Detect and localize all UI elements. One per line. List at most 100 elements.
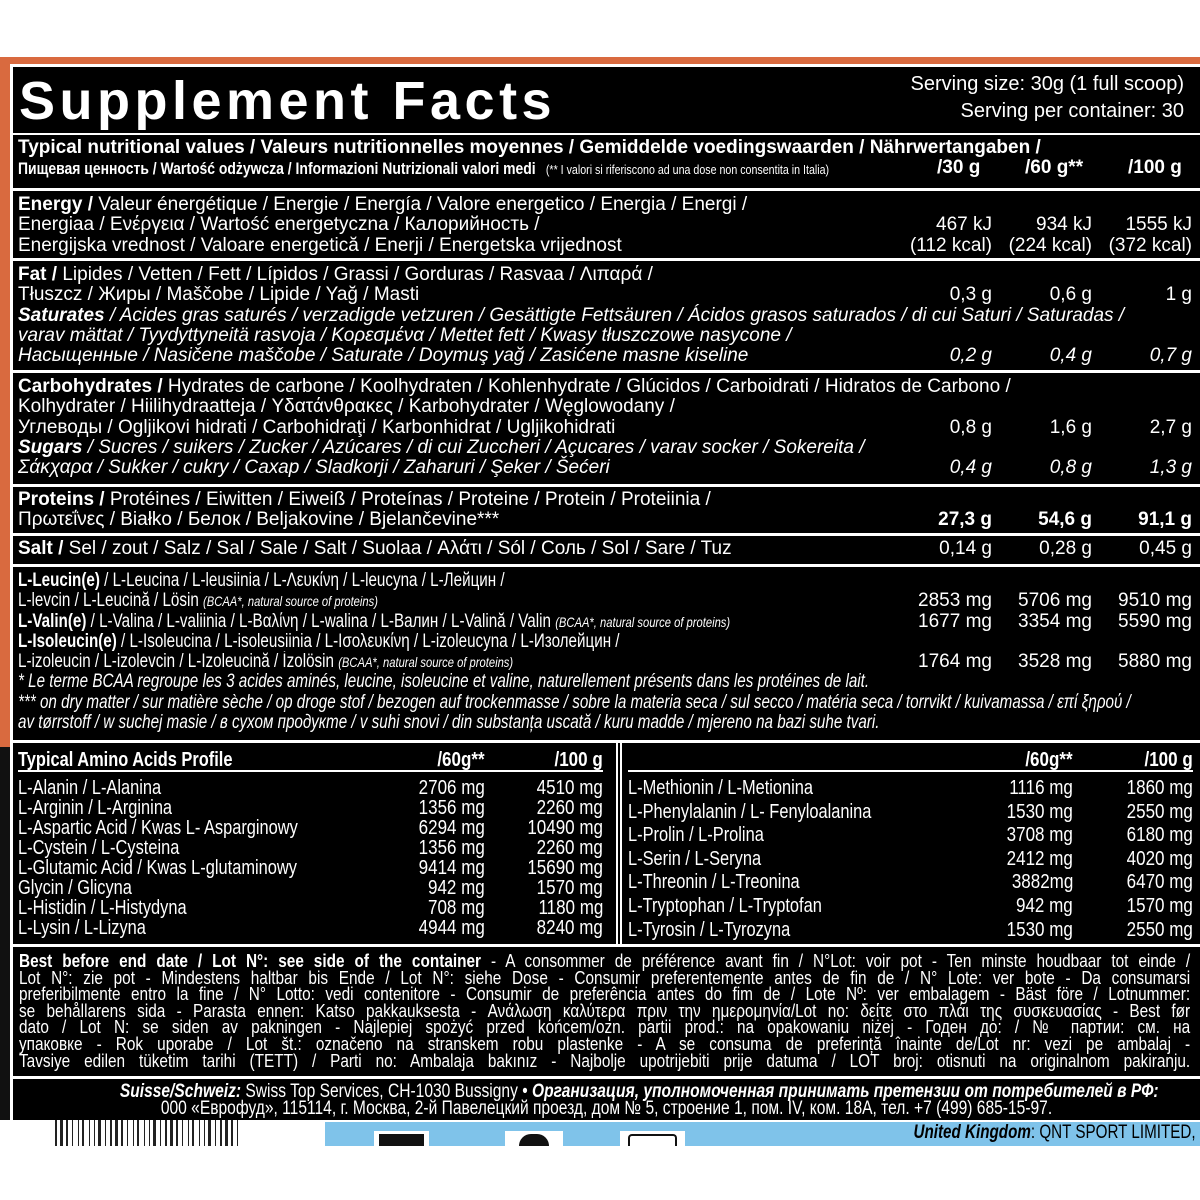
barcode-bar: [199, 1120, 200, 1146]
best-before-line: preferibilmente entro la fine / N° Lotto…: [19, 984, 1190, 1003]
left-dark-edge: [0, 747, 12, 1122]
line-text: Насыщенные / Nasičene maščobe / Saturate…: [18, 346, 748, 366]
line-text: *** on dry matter / sur matière sèche / …: [18, 691, 1131, 713]
nutrient-value: 91,1 g: [1138, 509, 1192, 531]
text-segment: Carbohydrates /: [18, 376, 163, 397]
amino-value-100g: 1570 mg: [536, 877, 603, 899]
text-segment: L-levcin / L-Leucină / Lösin: [18, 590, 204, 612]
best-before-text: Tavsiye edilen tüketim tarihi (TETT) / P…: [19, 1049, 1191, 1071]
amino-name: L-Histidin / L-Histydyna: [18, 897, 187, 919]
line-text: Saturates / Acides gras saturés / verzad…: [18, 305, 1124, 326]
amino-value-100g: 6180 mg: [1126, 824, 1193, 847]
barcode-bar: [66, 1120, 68, 1146]
best-before-text: упаковке - Rok uporabe / Lot št.: označe…: [19, 1032, 1191, 1054]
nutrient-value: 5590 mg: [1118, 610, 1192, 632]
text-segment: Energy /: [18, 194, 93, 215]
bcaa-section: L-Leucin(e) / L-Leucina / L-leusiinia / …: [13, 564, 1200, 740]
amino-row: L-Lysin / L-Lizyna 4944 mg 8240 mg: [18, 918, 603, 938]
amino-value-60g: 3882mg: [1011, 871, 1073, 894]
text-segment: Energiaa / Ενέργεια / Wartość energetycz…: [18, 214, 540, 236]
text-line: Carbohydrates / Hydrates de carbone / Ko…: [13, 376, 1200, 397]
barcode-bar: [82, 1120, 84, 1146]
address-line2: 000 «Еврофуд», 115114, г. Москва, 2-й Па…: [160, 1098, 1053, 1119]
amino-row: L-Arginin / L-Arginina 1356 mg 2260 mg: [18, 798, 603, 818]
text-line: L-Leucin(e) / L-Leucina / L-leusiinia / …: [13, 570, 1200, 591]
text-segment: *** on dry matter / sur matière sèche / …: [18, 691, 1131, 713]
amino-row: L-Tyrosin / L-Tyrozyna 1530 mg 2550 mg: [628, 920, 1193, 940]
text-line: L-Isoleucin(e) / L-Isoleucina / L-isoleu…: [13, 630, 1200, 652]
amino-value-100g: 1860 mg: [1126, 777, 1193, 799]
amino-name: L-Lysin / L-Lizyna: [18, 917, 146, 939]
text-segment: av tørrstoff / w suchej masie / в сухом …: [18, 712, 880, 734]
nutrient-value: 0,7 g: [1149, 345, 1192, 367]
barcode-bar: [188, 1120, 189, 1146]
nutrient-value: 3354 mg: [1018, 610, 1092, 632]
amino-row: L-Phenylalanin / L- Fenyloalanina 1530 mg…: [628, 802, 1193, 822]
nutrient-value: 0,28 g: [1039, 538, 1092, 559]
recycle-box: [505, 1131, 563, 1146]
amino-value-100g: 2550 mg: [1126, 800, 1193, 823]
amino-value-100g: 2260 mg: [536, 797, 603, 819]
barcode-bar: [72, 1120, 73, 1146]
barcode-bar: [115, 1120, 118, 1146]
amino-value-100g: /100 g: [554, 749, 603, 771]
text-segment: Насыщенные / Nasičene maščobe / Saturate…: [18, 345, 749, 367]
symbol-glyph-icon: [379, 1134, 424, 1146]
barcode-bar: [182, 1120, 183, 1146]
text-segment: L-Leucin(e): [18, 570, 100, 591]
line-text: Carbohydrates / Hydrates de carbone / Ko…: [18, 376, 1011, 397]
nutrient-value: 0,6 g: [1049, 284, 1092, 306]
amino-name: Typical Amino Acids Profile: [18, 749, 233, 771]
barcode-bar: [89, 1120, 90, 1146]
text-segment: Kolhydrater / Hiilihydraatteja / Υδατάνθ…: [18, 396, 675, 418]
text-segment: Sugars: [18, 436, 83, 458]
amino-value-100g: 4510 mg: [536, 777, 603, 799]
nutrient-salt: Salt / Sel / zout / Salz / Sal / Sale / …: [13, 533, 1200, 564]
best-before-text: Best before end date / Lot N°: see side …: [13, 951, 1200, 1071]
servings-per-container: Serving per container: 30: [960, 100, 1184, 122]
serving-size: Serving size: 30g (1 full scoop): [910, 73, 1184, 95]
nutrient-carbohydrates: Carbohydrates / Hydrates de carbone / Ko…: [13, 370, 1200, 484]
address-swiss: Swiss Top Services, CH-1030 Bussigny •: [241, 1081, 532, 1102]
nutrient-value: 5880 mg: [1118, 651, 1192, 673]
recycle-icon: [519, 1134, 549, 1146]
text-line: *** on dry matter / sur matière sèche / …: [13, 691, 1200, 713]
amino-value-100g: 1180 mg: [538, 897, 603, 919]
nutrient-value: 0,8 g: [1049, 457, 1092, 479]
amino-value-100g: 6470 mg: [1126, 871, 1193, 894]
best-before-line: Lot N°: zie pot - Mindestens haltbar bis…: [19, 968, 1190, 987]
text-segment: Hydrates de carbone / Koolhydraten / Koh…: [162, 376, 1011, 397]
line-text: L-izoleucin / L-izolevcin / L-Izoleucină…: [18, 652, 513, 672]
text-line: Σάκχαρα / Sukker / cukry / Сахар / Sladk…: [13, 457, 1200, 479]
nutrient-value: 27,3 g: [938, 509, 992, 531]
text-segment: (BCAA*, natural source of proteins): [203, 593, 378, 610]
symbol-box-3: [620, 1131, 685, 1146]
text-segment: Fat /: [18, 264, 58, 285]
address-section: Suisse/Schweiz: Swiss Top Services, CH-1…: [13, 1076, 1200, 1123]
text-segment: Salt /: [18, 538, 64, 559]
text-segment: Πρωτεΐνες / Białko / Белок / Beljakovine…: [18, 509, 500, 531]
amino-row: L-Methionin / L-Metionina 1116 mg 1860 mg: [628, 778, 1193, 798]
barcode-bar: [60, 1120, 63, 1146]
symbol-box-1: [374, 1131, 429, 1146]
nutrient-value: 2853 mg: [918, 590, 992, 612]
line-text: L-levcin / L-Leucină / Lösin (BCAA*, nat…: [18, 591, 378, 611]
line-text: L-Valin(e) / L-Valina / L-valiinia / L-Β…: [18, 611, 730, 632]
uk-importer: United Kingdom: QNT SPORT LIMITED,: [914, 1122, 1196, 1144]
amino-value-60g: 6294 mg: [418, 817, 485, 839]
supplement-facts-label: Supplement Facts Serving size: 30g (1 fu…: [10, 64, 1200, 1120]
line-text: Energiaa / Ενέργεια / Wartość energetycz…: [18, 215, 540, 235]
amino-value-60g: 9414 mg: [418, 857, 485, 879]
nutrient-value: 1555 kJ: [1125, 214, 1192, 236]
amino-row: L-Alanin / L-Alanina 2706 mg 4510 mg: [18, 778, 603, 798]
text-segment: L-Isoleucin(e): [18, 630, 117, 652]
barcode-bar: [170, 1120, 173, 1146]
text-line: Πρωτεΐνες / Białko / Белок / Beljakovine…: [13, 509, 1200, 531]
barcode-bar: [110, 1120, 112, 1146]
nutrient-fat: Fat / Lipides / Vetten / Fett / Lípidos …: [13, 258, 1200, 370]
text-line: L-Valin(e) / L-Valina / L-valiinia / L-Β…: [13, 610, 1200, 632]
text-segment: Lipides / Vetten / Fett / Lípidos / Gras…: [57, 264, 653, 285]
amino-value-60g: 3708 mg: [1006, 824, 1073, 847]
text-segment: Protéines / Eiwitten / Eiweiß / Proteína…: [104, 489, 711, 510]
uk-company: : QNT SPORT LIMITED,: [1031, 1122, 1196, 1143]
